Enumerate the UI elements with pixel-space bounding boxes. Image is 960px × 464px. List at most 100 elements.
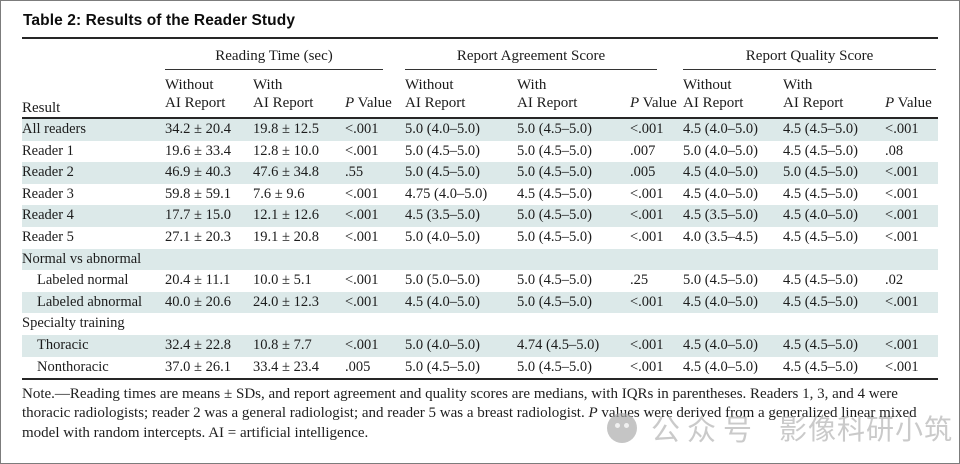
row-label: Reader 4	[22, 207, 74, 224]
table-cell: 33.4 ± 23.4	[253, 356, 345, 381]
table-cell: 4.5 (4.0–5.0)	[405, 293, 480, 310]
group-header-row: Result Reading Time (sec) Report Agreeme…	[22, 38, 938, 119]
table-cell: 5.0 (4.5–5.0)	[517, 293, 592, 310]
table-cell: 4.5 (4.5–5.0)	[783, 356, 886, 381]
table-cell: 5.0 (4.5–5.0)	[517, 228, 592, 245]
table-cell: 5.0 (4.5–5.0)	[517, 356, 630, 381]
table-cell: 4.5 (3.5–5.0)	[405, 207, 480, 224]
table-row: Nonthoracic 37.0 ± 26.1 33.4 ± 23.4.005 5.0…	[22, 356, 939, 381]
table-cell: 5.0 (4.5–5.0)	[517, 207, 592, 224]
table-cell: 10.8 ± 7.7	[253, 336, 312, 353]
table-cell: 5.0 (4.5–5.0)	[517, 142, 592, 159]
table-cell: <.001	[345, 185, 379, 202]
table-title: Table 2: Results of the Reader Study	[23, 12, 296, 29]
table-cell: .005	[630, 164, 656, 181]
table-cell: 37.0 ± 26.1	[165, 356, 253, 381]
group-label-reading-time: Reading Time (sec)	[165, 48, 383, 70]
table-cell: <.001	[630, 207, 664, 224]
section-row-filler	[165, 313, 938, 335]
table-cell: <.001	[345, 228, 379, 245]
table-cell: 7.6 ± 9.6	[253, 185, 305, 202]
row-label: All readers	[22, 121, 87, 137]
table-row: Labeled normal 20.4 ± 11.1 10.0 ± 5.1 <.001…	[22, 270, 938, 292]
table-cell: 32.4 ± 22.8	[165, 336, 231, 353]
table-cell: 5.0 (4.0–5.0)	[405, 228, 480, 245]
table-cell: <.001	[885, 185, 919, 202]
table-cell: <.001	[885, 121, 919, 137]
row-label: Thoracic	[37, 336, 89, 353]
row-label: Labeled abnormal	[37, 293, 143, 310]
table-cell: 4.5 (4.5–5.0)	[783, 293, 858, 310]
table-cell: 5.0 (4.0–5.0)	[683, 142, 758, 159]
table-cell: 19.8 ± 12.5	[253, 121, 319, 137]
column-group-agreement-score: Report Agreement Score	[405, 38, 683, 70]
row-label: Reader 3	[22, 185, 74, 202]
table-cell: <.001	[630, 185, 664, 202]
table-cell: 5.0 (4.5–5.0)	[517, 272, 592, 289]
table-cell: 5.0 (5.0–5.0)	[405, 272, 480, 289]
table-row: Reader 1 19.6 ± 33.4 12.8 ± 10.0 <.001 5.0 (…	[22, 141, 938, 163]
row-label: Normal vs abnormal	[22, 250, 142, 267]
col-header-ag-without-ai: Without AI Report	[405, 70, 517, 119]
table-cell: 12.1 ± 12.6	[253, 207, 319, 224]
table-cell: 4.5 (4.0–5.0)	[683, 336, 758, 353]
section-row: Normal vs abnormal	[22, 248, 939, 271]
table-cell: 5.0 (4.5–5.0)	[405, 356, 517, 381]
table-cell: <.001	[345, 121, 379, 137]
column-group-reading-time: Reading Time (sec)	[165, 38, 405, 70]
table-cell: <.001	[345, 293, 379, 310]
table-cell: 4.5 (3.5–5.0)	[683, 207, 758, 224]
table-cell: 47.6 ± 34.8	[253, 164, 319, 181]
table-cell: <.001	[630, 336, 664, 353]
table-cell: .25	[630, 272, 649, 289]
note-p-italic: P	[588, 405, 598, 422]
table-cell: 4.5 (4.0–5.0)	[683, 356, 784, 381]
col-header-rt-p-value: P Value	[345, 70, 405, 119]
table-cell: 34.2 ± 20.4	[165, 121, 231, 137]
table-cell: 4.5 (4.0–5.0)	[683, 121, 758, 137]
sub-header-row: Without AI Report With AI Report P Value W…	[22, 70, 939, 119]
table-cell: 4.75 (4.0–5.0)	[405, 185, 488, 202]
table-cell: 4.5 (4.5–5.0)	[517, 185, 592, 202]
table-body: All readers 34.2 ± 20.4 19.8 ± 12.5 <.001 5.…	[22, 118, 939, 381]
group-label-agreement-score: Report Agreement Score	[405, 48, 658, 70]
col-header-ag-with-ai: With AI Report	[517, 70, 630, 119]
table-cell: 4.5 (4.0–5.0)	[683, 185, 758, 202]
table-cell: .55	[345, 164, 364, 181]
col-header-rt-with-ai: With AI Report	[253, 70, 345, 119]
result-column-header: Result	[22, 38, 165, 119]
col-header-ag-p-value: P Value	[630, 70, 684, 119]
table-cell: 5.0 (4.5–5.0)	[405, 164, 480, 181]
table-cell: <.001	[345, 336, 379, 353]
table-cell: 19.6 ± 33.4	[165, 142, 231, 159]
table-row: Reader 4 17.7 ± 15.0 12.1 ± 12.6 <.001 4.5 (…	[22, 205, 939, 227]
table-cell: 4.5 (4.5–5.0)	[783, 272, 858, 289]
table-cell: .08	[885, 142, 904, 159]
table-cell: 12.8 ± 10.0	[253, 142, 319, 159]
table-cell: <.001	[630, 228, 664, 245]
table-cell: 20.4 ± 11.1	[165, 272, 231, 289]
table-cell: <.001	[885, 228, 919, 245]
table-cell: <.001	[345, 207, 379, 224]
table-cell: 4.5 (4.5–5.0)	[783, 228, 858, 245]
reader-study-table: Result Reading Time (sec) Report Agreeme…	[22, 37, 939, 381]
table-cell: <.001	[630, 356, 684, 381]
table-cell: 4.74 (4.5–5.0)	[517, 336, 600, 353]
table-cell: 4.0 (3.5–4.5)	[683, 228, 758, 245]
table-cell: <.001	[885, 336, 919, 353]
table-cell: <.001	[630, 121, 664, 137]
row-label: Specialty training	[22, 315, 125, 332]
table-cell: 17.7 ± 15.0	[165, 207, 231, 224]
table-cell: 5.0 (4.0–5.0)	[405, 336, 480, 353]
table-cell: 10.0 ± 5.1	[253, 272, 312, 289]
table-row: Labeled abnormal 40.0 ± 20.6 24.0 ± 12.3 <.…	[22, 291, 939, 314]
table-row: Reader 5 27.1 ± 20.3 19.1 ± 20.8 <.001 5.0 (…	[22, 227, 938, 249]
table-row: Thoracic 32.4 ± 22.8 10.8 ± 7.7 <.001 5.0 (4…	[22, 334, 939, 357]
table-cell: 5.0 (4.5–5.0)	[517, 121, 592, 137]
note-text-1: Note.—Reading times are means ± SDs, and…	[22, 386, 898, 422]
table-cell: 4.5 (4.5–5.0)	[783, 336, 858, 353]
col-header-rt-without-ai: Without AI Report	[165, 70, 253, 119]
table-cell: 19.1 ± 20.8	[253, 228, 319, 245]
table-cell: 46.9 ± 40.3	[165, 164, 231, 181]
table-cell: <.001	[345, 272, 379, 289]
